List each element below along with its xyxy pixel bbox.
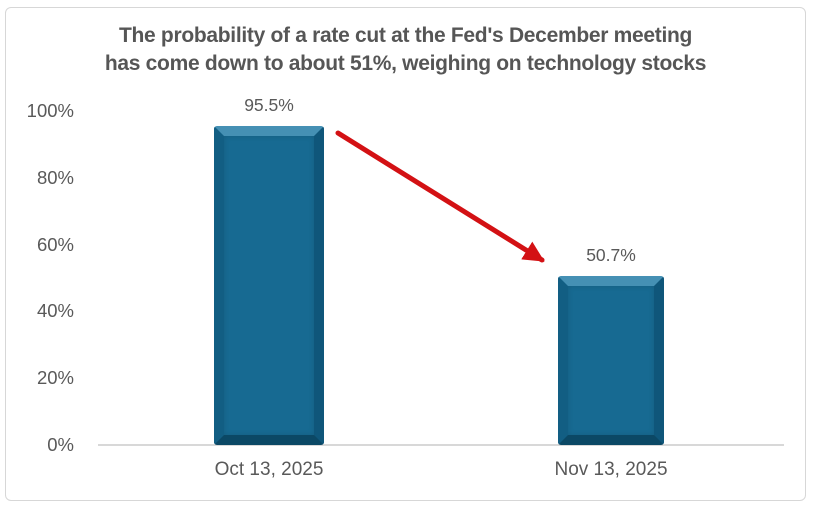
data-label-nov: 50.7%	[586, 245, 636, 265]
y-axis-tick-label: 0%	[47, 434, 74, 455]
y-axis-tick-label: 40%	[36, 300, 74, 322]
bar-nov-13-2025	[558, 276, 664, 445]
x-axis-label-oct: Oct 13, 2025	[214, 459, 324, 480]
y-axis-tick-label: 80%	[36, 166, 74, 188]
y-axis-tick-label: 100%	[26, 100, 74, 121]
x-axis-line	[98, 444, 784, 446]
decline-arrow	[335, 130, 545, 263]
bar-oct-13-2025	[214, 126, 324, 445]
y-axis-tick-label: 20%	[36, 367, 74, 389]
data-label-oct: 95.5%	[244, 95, 294, 115]
y-axis-tick-label: 60%	[36, 233, 74, 255]
chart-card: The probability of a rate cut at the Fed…	[5, 7, 806, 501]
chart-title: The probability of a rate cut at the Fed…	[6, 22, 805, 78]
x-axis-label-nov: Nov 13, 2025	[554, 459, 668, 480]
chart-title-line2: has come down to about 51%, weighing on …	[104, 52, 707, 75]
chart-title-line1: The probability of a rate cut at the Fed…	[118, 24, 693, 47]
